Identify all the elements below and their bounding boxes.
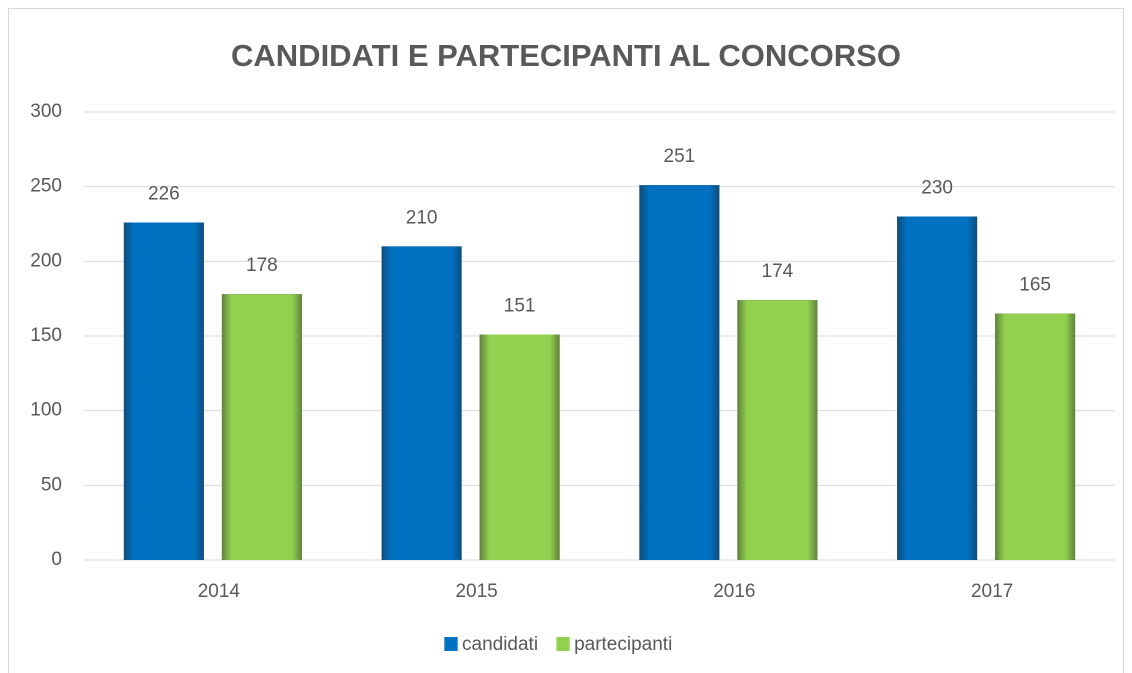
legend-swatch [556, 637, 571, 651]
bar [897, 216, 978, 561]
y-tick-label: 300 [30, 101, 62, 122]
y-tick-label: 250 [30, 176, 62, 197]
x-tick-label: 2017 [971, 581, 1013, 602]
x-tick-label: 2015 [455, 581, 497, 602]
y-tick-label: 100 [30, 400, 62, 421]
data-label: 210 [406, 207, 438, 228]
data-label: 178 [246, 255, 278, 276]
bar [221, 294, 302, 560]
y-tick-label: 200 [30, 250, 62, 271]
legend-label: candidati [462, 634, 538, 655]
y-tick-label: 150 [30, 325, 62, 346]
x-tick-label: 2014 [198, 581, 241, 602]
data-label: 174 [762, 261, 794, 282]
x-tick-label: 2016 [713, 581, 755, 602]
bar [479, 334, 560, 560]
bar [737, 300, 818, 560]
data-label: 230 [921, 178, 953, 199]
y-tick-label: 50 [41, 474, 62, 495]
data-label: 165 [1019, 275, 1051, 296]
data-label: 251 [664, 146, 696, 167]
chart-title: CANDIDATI E PARTECIPANTI AL CONCORSO [231, 38, 901, 73]
bar [123, 222, 204, 561]
data-label: 151 [504, 296, 536, 317]
bar [381, 246, 462, 560]
legend-swatch [444, 637, 458, 651]
bar [639, 185, 720, 560]
bar [995, 313, 1076, 560]
legend-label: partecipanti [574, 634, 672, 655]
y-tick-label: 0 [51, 549, 62, 570]
data-label: 226 [148, 184, 180, 205]
